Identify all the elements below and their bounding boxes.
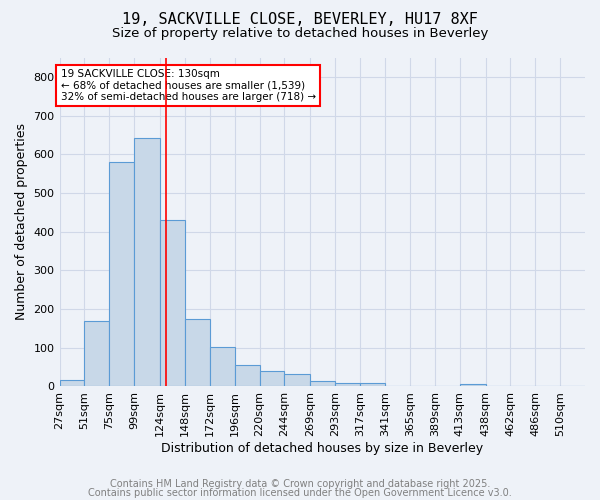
Bar — [134, 138, 160, 386]
Text: 19 SACKVILLE CLOSE: 130sqm
← 68% of detached houses are smaller (1,539)
32% of s: 19 SACKVILLE CLOSE: 130sqm ← 68% of deta… — [61, 69, 316, 102]
Text: 19, SACKVILLE CLOSE, BEVERLEY, HU17 8XF: 19, SACKVILLE CLOSE, BEVERLEY, HU17 8XF — [122, 12, 478, 28]
X-axis label: Distribution of detached houses by size in Beverley: Distribution of detached houses by size … — [161, 442, 484, 455]
Bar — [460, 384, 485, 386]
Bar — [210, 346, 235, 387]
Bar — [335, 382, 360, 386]
Text: Contains HM Land Registry data © Crown copyright and database right 2025.: Contains HM Land Registry data © Crown c… — [110, 479, 490, 489]
Bar — [260, 371, 284, 386]
Bar — [185, 318, 210, 386]
Text: Size of property relative to detached houses in Beverley: Size of property relative to detached ho… — [112, 28, 488, 40]
Y-axis label: Number of detached properties: Number of detached properties — [15, 124, 28, 320]
Bar — [109, 162, 134, 386]
Bar — [310, 381, 335, 386]
Bar — [235, 365, 260, 386]
Bar — [360, 383, 385, 386]
Bar — [284, 374, 310, 386]
Bar — [160, 220, 185, 386]
Bar — [59, 380, 85, 386]
Bar — [85, 322, 109, 386]
Text: Contains public sector information licensed under the Open Government Licence v3: Contains public sector information licen… — [88, 488, 512, 498]
